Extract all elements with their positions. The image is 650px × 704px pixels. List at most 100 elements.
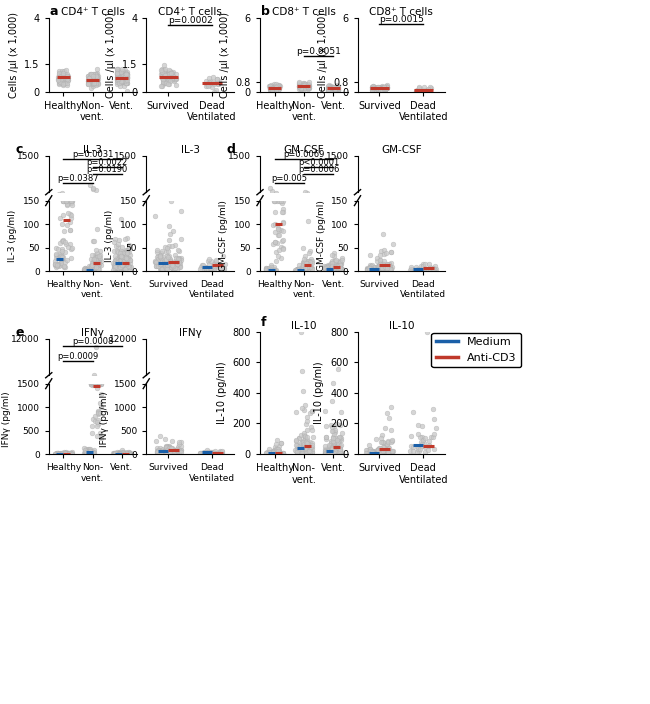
Point (163, 444, 174, 455)
Point (293, 265, 304, 276)
Point (374, 446, 384, 458)
Point (420, 433, 430, 444)
Point (84, 447, 95, 458)
Point (52, 448, 62, 460)
Point (66, 197, 77, 208)
Point (110, 234, 120, 245)
Point (326, 82, 336, 93)
Point (331, 82, 341, 93)
Point (296, 82, 306, 93)
Point (122, 448, 132, 459)
Point (83, 72, 94, 83)
Point (110, 448, 120, 460)
Point (262, 263, 272, 275)
Point (90, 416, 100, 427)
Point (117, 258, 127, 269)
Point (210, 260, 220, 271)
Point (115, 261, 125, 272)
Point (57, 448, 67, 460)
Y-axis label: IL-3 (pg/ml): IL-3 (pg/ml) (8, 210, 17, 262)
Point (274, 440, 284, 451)
Point (328, 259, 339, 270)
Point (159, 446, 169, 458)
Point (294, 76, 304, 87)
Point (63, 208, 73, 219)
Point (117, 448, 127, 459)
Point (121, 448, 131, 459)
Point (326, 260, 337, 271)
Point (384, 443, 395, 454)
Point (119, 69, 129, 80)
Point (124, 446, 134, 458)
Point (58, 80, 68, 91)
Point (216, 260, 227, 271)
Point (274, 448, 285, 459)
Point (329, 83, 339, 94)
Point (298, 256, 308, 268)
Point (109, 260, 119, 272)
Point (93, 406, 103, 417)
Point (326, 444, 337, 455)
Point (409, 264, 419, 275)
Point (213, 78, 224, 89)
Point (84, 260, 95, 272)
Point (56, 256, 66, 267)
Title: IL-10: IL-10 (389, 321, 414, 331)
Point (374, 263, 384, 275)
Point (415, 86, 425, 97)
Point (117, 260, 127, 271)
Point (319, 262, 330, 273)
Point (322, 263, 332, 275)
Point (94, 256, 105, 268)
Point (369, 448, 379, 459)
Point (118, 448, 129, 459)
Point (371, 448, 382, 460)
Point (161, 446, 171, 457)
Point (61, 77, 72, 89)
Point (324, 86, 335, 97)
Point (413, 446, 424, 457)
Point (116, 260, 127, 271)
Point (164, 446, 175, 457)
Point (378, 263, 388, 274)
Point (363, 262, 374, 273)
Point (373, 447, 384, 458)
Point (217, 446, 228, 457)
Point (265, 84, 276, 95)
Point (116, 254, 127, 265)
Point (62, 448, 73, 459)
Point (268, 82, 279, 93)
Point (381, 258, 391, 270)
Point (91, 68, 101, 80)
Point (297, 365, 307, 377)
Point (335, 264, 346, 275)
Point (324, 82, 335, 94)
Point (117, 448, 127, 459)
Point (374, 255, 385, 266)
Point (153, 445, 163, 456)
Point (114, 246, 125, 258)
Point (266, 82, 276, 94)
Point (58, 195, 68, 206)
Point (298, 80, 309, 92)
Point (61, 448, 72, 459)
Point (320, 262, 330, 273)
Point (266, 84, 277, 96)
Point (109, 448, 120, 460)
Point (121, 151, 131, 163)
Point (307, 446, 318, 457)
Point (66, 448, 76, 459)
Point (322, 265, 333, 276)
Point (382, 446, 393, 458)
Point (56, 249, 66, 260)
Point (92, 257, 103, 268)
Point (425, 261, 436, 272)
Point (120, 448, 130, 460)
Point (263, 447, 274, 458)
Point (166, 71, 176, 82)
Point (376, 261, 386, 272)
Point (118, 447, 128, 458)
Point (84, 444, 95, 455)
Point (374, 250, 385, 261)
Point (363, 439, 374, 451)
